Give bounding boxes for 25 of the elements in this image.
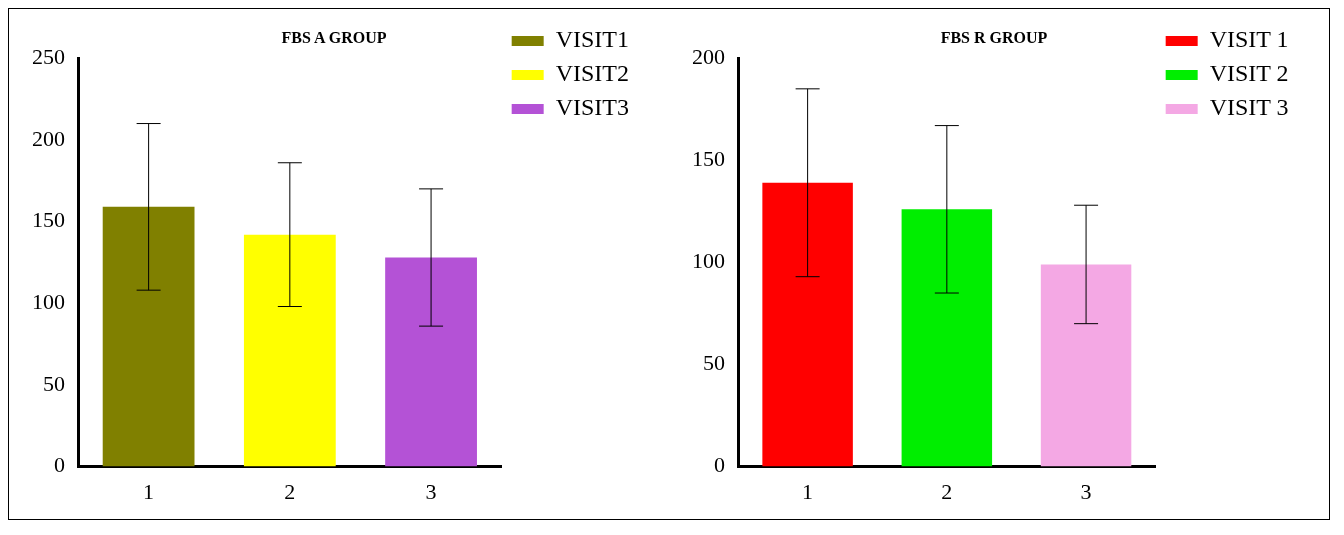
chart-title: FBS A GROUP (281, 28, 387, 46)
chart-title: FBS R GROUP (940, 28, 1048, 46)
y-tick-label: 250 (32, 43, 65, 69)
x-tick-label: 3 (1080, 478, 1092, 504)
legend-label: VISIT 2 (1209, 60, 1289, 87)
y-tick-label: 0 (54, 452, 65, 478)
legend-label: VISIT 1 (1209, 26, 1289, 53)
y-tick-label: 50 (703, 350, 725, 376)
x-tick-label: 2 (941, 478, 953, 504)
y-tick-label: 100 (32, 289, 65, 315)
y-tick-label: 150 (692, 146, 725, 172)
y-tick-label: 150 (32, 207, 65, 233)
x-tick-label: 1 (143, 478, 155, 504)
legend-label: VISIT1 (555, 26, 629, 53)
x-tick-label: 3 (425, 478, 437, 504)
y-tick-label: 100 (692, 248, 725, 274)
x-tick-label: 1 (802, 478, 814, 504)
legend-label: VISIT 3 (1209, 94, 1289, 121)
x-tick-label: 2 (284, 478, 296, 504)
legend-label: VISIT2 (555, 60, 629, 87)
y-tick-label: 200 (692, 43, 725, 69)
legend-label: VISIT3 (555, 94, 629, 121)
y-tick-label: 50 (43, 370, 65, 396)
y-tick-label: 200 (32, 125, 65, 151)
y-tick-label: 0 (714, 452, 725, 478)
